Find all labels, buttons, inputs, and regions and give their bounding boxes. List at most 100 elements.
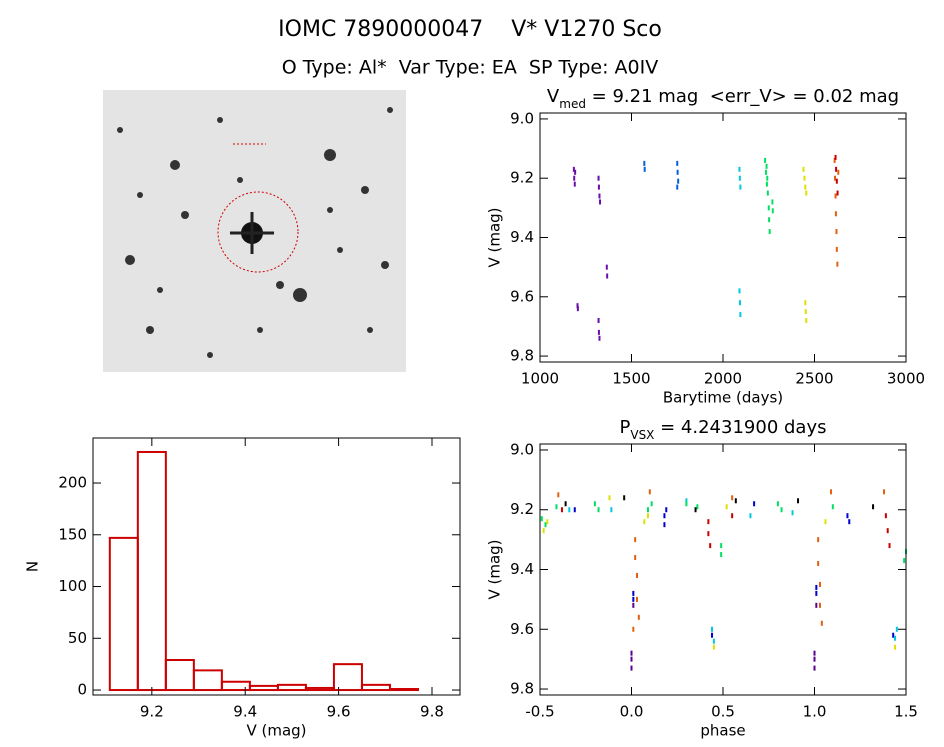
- data-point: [593, 501, 596, 507]
- x-tick-label: 0.5: [711, 703, 735, 721]
- data-point: [771, 208, 774, 214]
- data-point: [564, 501, 567, 507]
- data-point: [835, 166, 838, 172]
- data-point: [598, 335, 601, 341]
- data-point: [637, 614, 640, 620]
- data-point: [597, 318, 600, 323]
- data-point: [712, 644, 715, 650]
- x-tick-label: 9.8: [420, 703, 444, 721]
- data-point: [883, 489, 886, 495]
- data-point: [685, 498, 688, 504]
- data-point: [560, 507, 563, 513]
- data-point: [738, 288, 741, 294]
- data-point: [817, 537, 820, 543]
- y-tick-label: 9.2: [510, 500, 534, 518]
- chart-panel: 1000 1500 2000 2500 3000 9.0 9.2 9.4 9.6 9.8 Baryt…: [486, 86, 926, 407]
- data-point: [634, 537, 637, 543]
- data-point: [546, 519, 549, 525]
- data-point: [685, 501, 688, 507]
- data-point: [677, 178, 680, 184]
- chart-panel: -0.5 0.0 0.5 1.0 1.5 9.0 9.2 9.4 9.6 9.8 phase V (m…: [486, 417, 918, 740]
- data-point: [804, 309, 807, 315]
- data-point: [630, 656, 633, 662]
- data-point: [598, 193, 601, 199]
- data-point: [813, 650, 816, 656]
- data-point: [738, 166, 741, 172]
- plot-frame: [539, 112, 907, 363]
- histogram-bar: [136, 450, 167, 692]
- data-point: [805, 318, 808, 323]
- y-tick-label: 200: [58, 474, 87, 492]
- data-point: [768, 217, 771, 223]
- data-point: [610, 507, 613, 513]
- data-point: [573, 507, 576, 513]
- data-point: [646, 513, 649, 519]
- histogram-bar: [360, 683, 391, 692]
- x-tick-label: 1000: [521, 370, 559, 388]
- data-point: [720, 552, 723, 558]
- histogram-bar: [332, 663, 363, 692]
- data-point: [815, 584, 818, 590]
- data-point: [696, 504, 699, 510]
- y-tick-label: 50: [68, 629, 87, 647]
- data-point: [709, 543, 712, 549]
- plot-frame: [539, 443, 907, 696]
- data-point: [643, 160, 646, 166]
- data-point: [764, 157, 767, 163]
- histogram-bar: [192, 669, 223, 692]
- data-point: [766, 190, 769, 196]
- histogram-bar: [388, 687, 419, 692]
- data-point: [707, 531, 710, 537]
- data-point: [634, 555, 637, 561]
- data-point: [797, 498, 800, 504]
- y-tick-label: 100: [58, 577, 87, 595]
- data-point: [834, 154, 837, 160]
- data-point: [734, 498, 737, 504]
- x-tick-label: 1500: [612, 370, 650, 388]
- y-tick-label: 150: [58, 525, 87, 543]
- data-point: [835, 229, 838, 235]
- data-point: [568, 507, 571, 513]
- data-point: [643, 519, 646, 525]
- y-tick-label: 9.8: [510, 680, 534, 698]
- data-point: [836, 190, 839, 196]
- data-point: [648, 489, 651, 495]
- histogram-bar: [248, 684, 279, 692]
- y-tick-label: 9.0: [510, 109, 534, 127]
- x-tick-label: 1.0: [803, 703, 827, 721]
- data-point: [665, 507, 668, 513]
- y-axis-label: N: [24, 561, 42, 572]
- data-point: [820, 620, 823, 626]
- data-point: [804, 300, 807, 306]
- data-point: [646, 507, 649, 513]
- x-tick-label: 9.4: [233, 703, 257, 721]
- data-point: [711, 632, 714, 638]
- x-tick-label: 0.0: [620, 703, 644, 721]
- x-axis-label: phase: [700, 722, 745, 740]
- data-point: [804, 184, 807, 190]
- data-point: [573, 181, 576, 187]
- data-point: [765, 163, 768, 169]
- x-axis-label: V (mag): [246, 722, 306, 740]
- chart-title-part: = 9.21 mag <err_V> = 0.02 mag: [586, 86, 899, 107]
- chart-title-part: = 4.2431900 days: [654, 417, 826, 438]
- data-point: [632, 602, 635, 608]
- data-point: [720, 543, 723, 549]
- data-point: [903, 558, 906, 564]
- data-point: [599, 199, 602, 205]
- data-point: [635, 596, 638, 602]
- data-point: [776, 501, 779, 507]
- data-point: [835, 246, 838, 252]
- chart-title-part: med: [559, 97, 586, 111]
- data-point: [542, 528, 545, 534]
- data-point: [540, 516, 543, 522]
- data-point: [813, 665, 816, 671]
- y-tick-label: 9.6: [510, 620, 534, 638]
- data-point: [780, 507, 783, 513]
- data-point: [837, 169, 840, 175]
- data-point: [894, 644, 897, 650]
- x-tick-label: 2500: [795, 370, 833, 388]
- data-point: [831, 504, 834, 510]
- data-point: [834, 193, 837, 199]
